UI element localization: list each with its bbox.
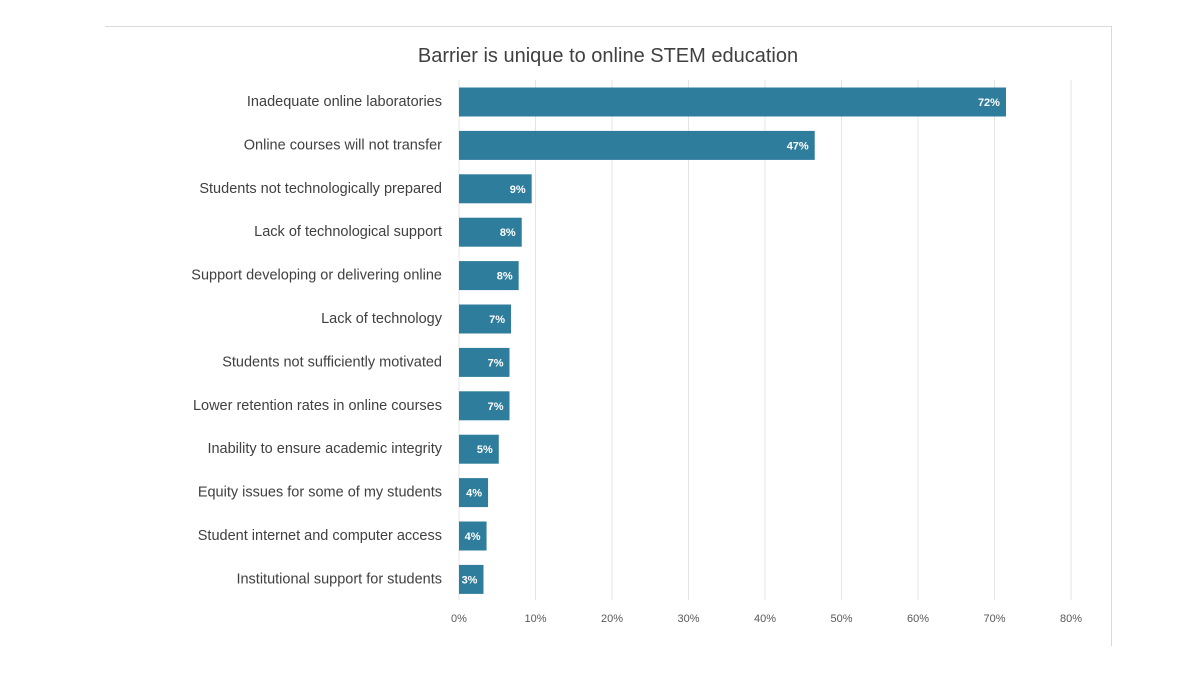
x-tick-label: 20%: [601, 613, 623, 625]
category-label: Lower retention rates in online courses: [193, 398, 442, 414]
x-tick-label: 0%: [451, 613, 467, 625]
x-tick-label: 70%: [983, 613, 1005, 625]
bar: [459, 391, 510, 421]
category-label: Students not sufficiently motivated: [222, 354, 442, 370]
x-tick-label: 80%: [1060, 613, 1082, 625]
x-tick-label: 60%: [907, 613, 929, 625]
bar: [459, 261, 519, 291]
bar-data-label: 4%: [465, 531, 481, 543]
bar-data-label: 4%: [466, 488, 482, 500]
bar-data-label: 8%: [500, 227, 516, 239]
gridlines: [458, 80, 1072, 600]
bar: [459, 478, 489, 508]
x-tick-label: 40%: [754, 613, 776, 625]
chart-title: Barrier is unique to online STEM educati…: [418, 45, 798, 67]
bar: [459, 521, 487, 551]
category-label: Support developing or delivering online: [191, 268, 442, 284]
category-label: Institutional support for students: [236, 571, 442, 587]
category-label: Lack of technology: [321, 311, 443, 327]
bar: [459, 564, 484, 594]
bar-data-label: 7%: [488, 401, 504, 413]
bar-data-label: 3%: [462, 574, 478, 586]
category-label: Online courses will not transfer: [244, 137, 442, 153]
category-label: Equity issues for some of my students: [198, 485, 442, 501]
bar: [459, 174, 532, 204]
category-label: Inability to ensure academic integrity: [207, 441, 442, 457]
bar-data-label: 72%: [978, 97, 1000, 109]
bars: 72% 47% 9% 8% 8% 7% 7% 7% 5% 4% 4% 3%: [459, 87, 1006, 594]
bar-data-label: 7%: [489, 314, 505, 326]
category-label: Inadequate online laboratories: [247, 94, 442, 110]
category-label: Student internet and computer access: [198, 528, 442, 544]
x-tick-label: 50%: [830, 613, 852, 625]
category-label: Lack of technological support: [254, 224, 442, 240]
bar: [459, 304, 512, 334]
bar: [459, 434, 499, 464]
category-label: Students not technologically prepared: [199, 181, 442, 197]
bar-data-label: 5%: [477, 444, 493, 456]
chart-area: [105, 26, 1112, 646]
bar-data-label: 9%: [510, 184, 526, 196]
bar-data-label: 47%: [787, 140, 809, 152]
bar: [459, 130, 815, 160]
bar: [459, 347, 510, 377]
category-labels: Inadequate online laboratories Online cou…: [191, 94, 442, 587]
x-tick-label: 30%: [677, 613, 699, 625]
bar-data-label: 8%: [497, 271, 513, 283]
bar: [459, 217, 522, 247]
x-axis-tick-labels: 0% 10% 20% 30% 40% 50% 60% 70% 80%: [451, 613, 1082, 625]
bar-data-label: 7%: [488, 357, 504, 369]
bar: [459, 87, 1006, 117]
x-tick-label: 10%: [524, 613, 546, 625]
